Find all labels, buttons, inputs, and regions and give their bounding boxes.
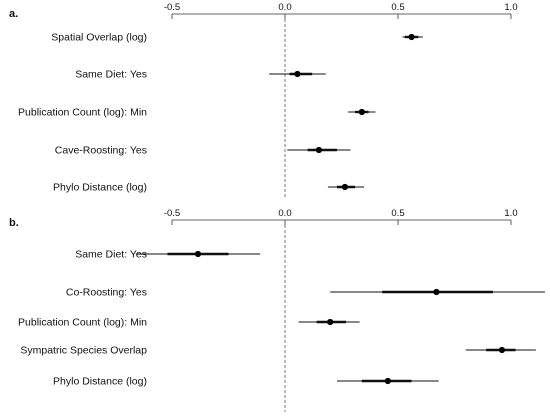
row-label: Sympatric Species Overlap [20, 345, 147, 357]
estimate-point [194, 250, 202, 258]
panel-a-tick-label: 1.0 [504, 2, 517, 13]
estimate-point [433, 288, 440, 296]
estimate-point [498, 346, 506, 354]
panel-b-row: Sympatric Species Overlap [20, 345, 536, 357]
estimate-point [294, 70, 301, 78]
estimate-point [384, 377, 391, 385]
panel-b-tick-label: 0.5 [391, 208, 404, 219]
estimate-point [358, 108, 365, 116]
panel-a-row: Cave-Roosting: Yes [55, 145, 351, 157]
panel-b-tick-label: 1.0 [504, 208, 517, 219]
panel-a: a. -0.5 0.0 0.5 1.0 Spatial Overlap (log) Sa… [9, 2, 518, 198]
panel-a-label: a. [9, 8, 18, 20]
panel-a-tick-label: -0.5 [164, 2, 180, 13]
row-label: Same Diet: Yes [75, 249, 147, 261]
estimate-point [341, 183, 348, 191]
row-label: Co-Roosting: Yes [66, 287, 147, 299]
panel-b-row: Publication Count (log): Min [18, 317, 360, 329]
panel-b-row: Co-Roosting: Yes [66, 287, 545, 299]
estimate-point [408, 33, 415, 41]
panel-a-tick-label: 0.5 [391, 2, 404, 13]
row-label: Phylo Distance (log) [53, 376, 147, 388]
panel-a-row: Same Diet: Yes [75, 69, 326, 81]
panel-b-label: b. [9, 217, 19, 229]
panel-a-row: Phylo Distance (log) [53, 182, 365, 194]
panel-b-tick-label: -0.5 [164, 208, 180, 219]
panel-b: b. -0.5 0.0 0.5 1.0 Same Diet: Yes Co-Roosti… [9, 208, 545, 412]
row-label: Phylo Distance (log) [53, 182, 147, 194]
panel-b-tick-label: 0.0 [278, 208, 291, 219]
panel-a-tick-label: 0.0 [278, 2, 291, 13]
row-label: Spatial Overlap (log) [51, 32, 147, 44]
row-label: Same Diet: Yes [75, 69, 147, 81]
panel-b-row: Same Diet: Yes [75, 249, 261, 261]
row-label: Publication Count (log): Min [18, 107, 147, 119]
row-label: Cave-Roosting: Yes [55, 145, 147, 157]
panel-a-row: Publication Count (log): Min [18, 107, 376, 119]
estimate-point [327, 318, 334, 326]
panel-b-row: Phylo Distance (log) [53, 376, 439, 388]
estimate-point [315, 146, 322, 154]
panel-a-row: Spatial Overlap (log) [51, 32, 423, 44]
row-label: Publication Count (log): Min [18, 317, 147, 329]
